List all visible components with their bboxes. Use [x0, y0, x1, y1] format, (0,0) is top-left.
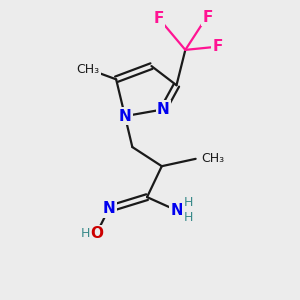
- Text: H: H: [80, 227, 90, 240]
- Text: N: N: [102, 201, 115, 216]
- Text: N: N: [170, 203, 183, 218]
- Text: H: H: [184, 196, 193, 209]
- Text: N: N: [118, 109, 131, 124]
- Text: F: F: [202, 10, 213, 25]
- Text: F: F: [212, 39, 223, 54]
- Text: H: H: [184, 211, 193, 224]
- Text: F: F: [154, 11, 164, 26]
- Text: CH₃: CH₃: [76, 62, 100, 76]
- Text: O: O: [91, 226, 103, 242]
- Text: CH₃: CH₃: [202, 152, 225, 165]
- Text: N: N: [157, 102, 169, 117]
